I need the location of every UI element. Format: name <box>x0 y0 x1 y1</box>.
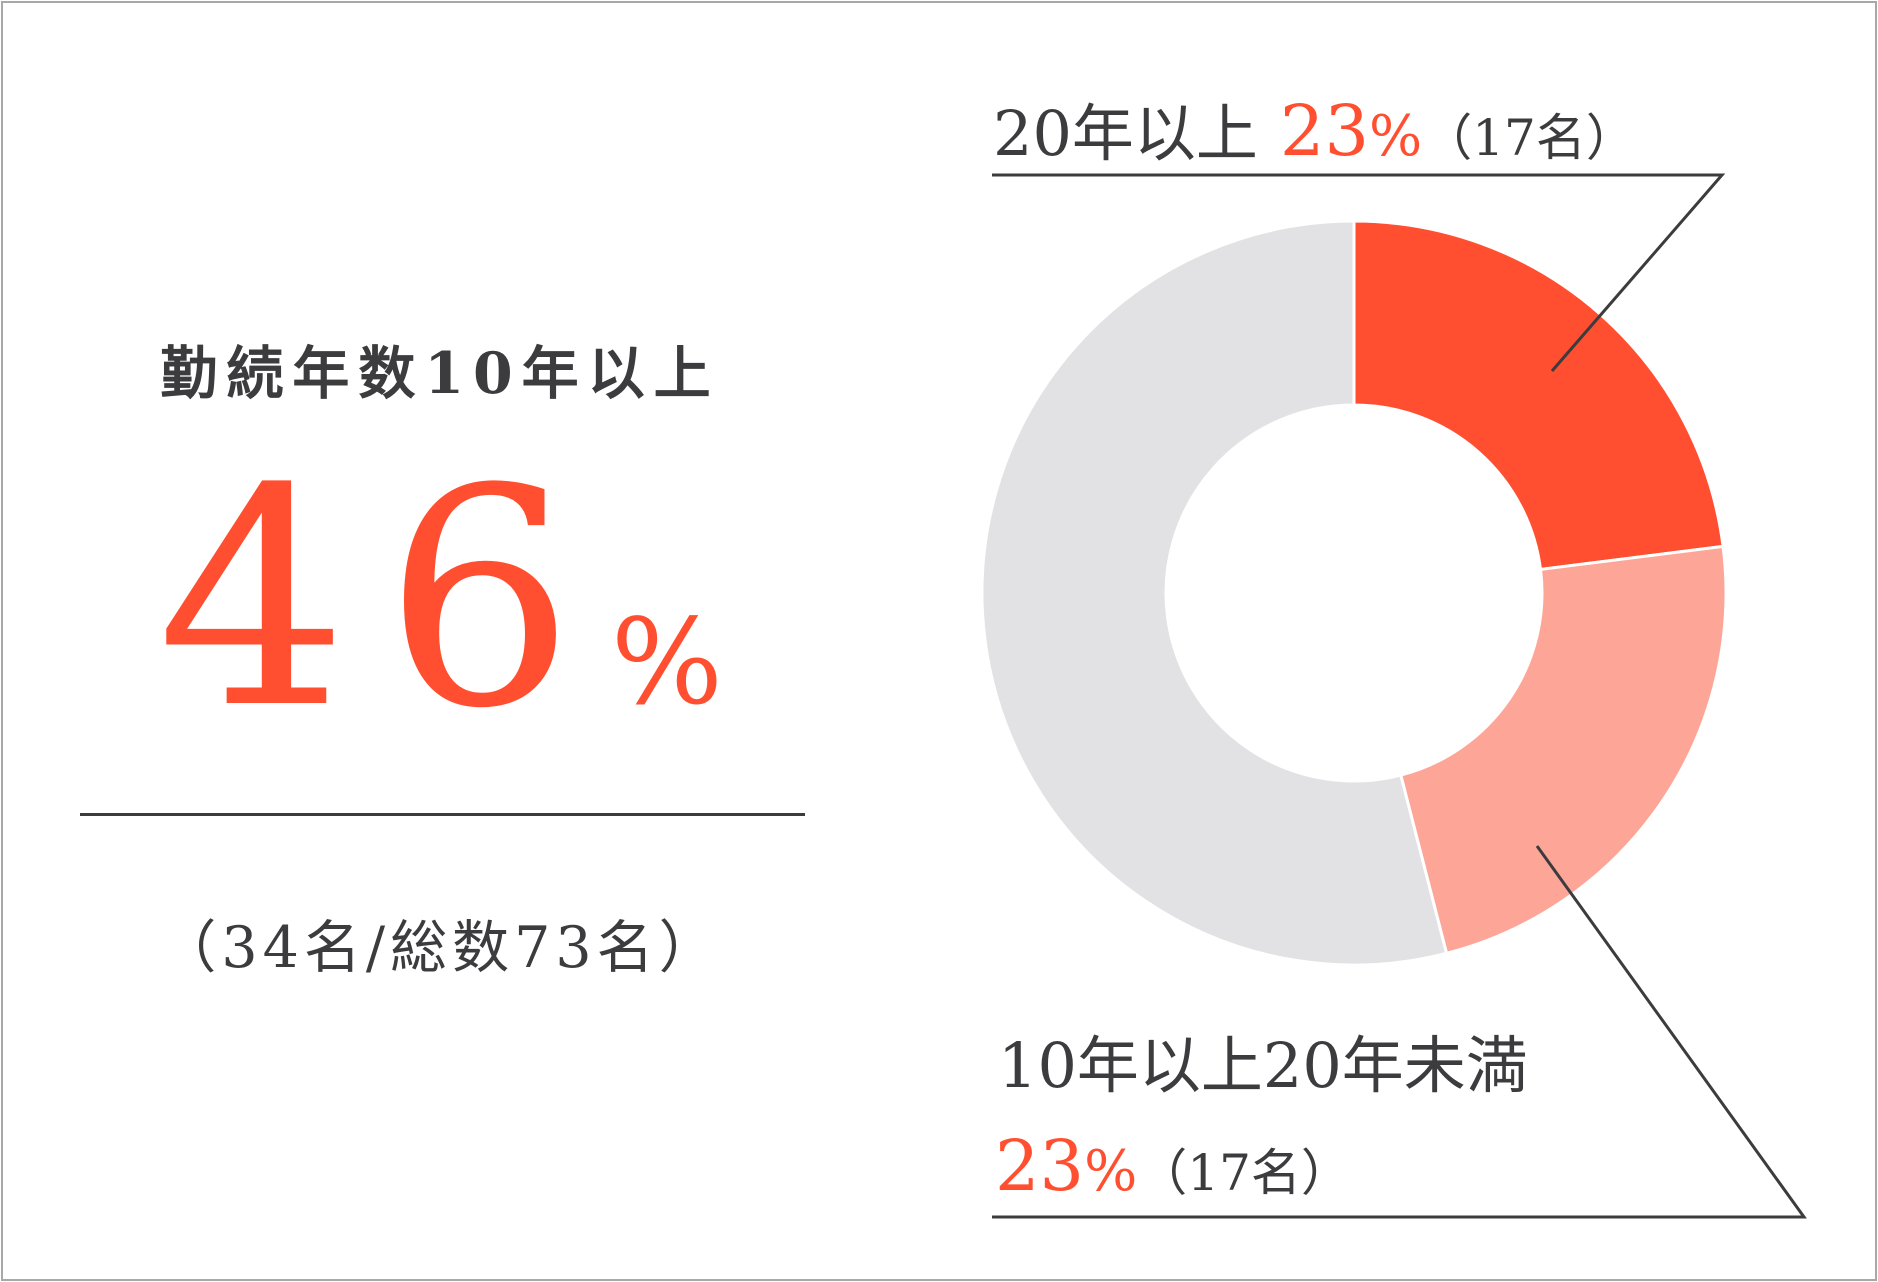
summary-subtext: （34名/総数73名） <box>159 915 721 981</box>
slice-1-leader-line <box>992 173 1726 372</box>
slice-2-percent-value: 23 <box>995 1125 1084 1207</box>
slice-1-percent-value: 23 <box>1280 90 1369 172</box>
summary-value-unit: % <box>610 593 723 731</box>
slice-2-leader-line <box>992 845 1807 1219</box>
summary-divider <box>80 813 805 816</box>
slice-1-label-line: 20年以上 23%（17名） <box>993 90 1636 172</box>
slice-1-label: 20年以上 <box>993 97 1258 170</box>
slice-2-value-line: 23%（17名） <box>995 1125 1351 1207</box>
slice-2-count: （17名） <box>1137 1144 1351 1202</box>
summary-value: 46% <box>80 450 800 750</box>
slice-1-count: （17名） <box>1422 109 1636 167</box>
slice-2-label: 10年以上20年未満 <box>998 1029 1528 1102</box>
donut-slice-2 <box>1398 544 1728 956</box>
slice-2-percent-unit: % <box>1084 1139 1137 1204</box>
summary-value-number: 46 <box>157 425 611 774</box>
donut-slice-3 <box>980 219 1449 967</box>
donut-slice-1 <box>1352 219 1725 572</box>
summary-heading: 勤続年数10年以上 <box>160 340 720 407</box>
slice-1-percent-unit: % <box>1369 104 1422 169</box>
donut-slices <box>980 219 1728 967</box>
